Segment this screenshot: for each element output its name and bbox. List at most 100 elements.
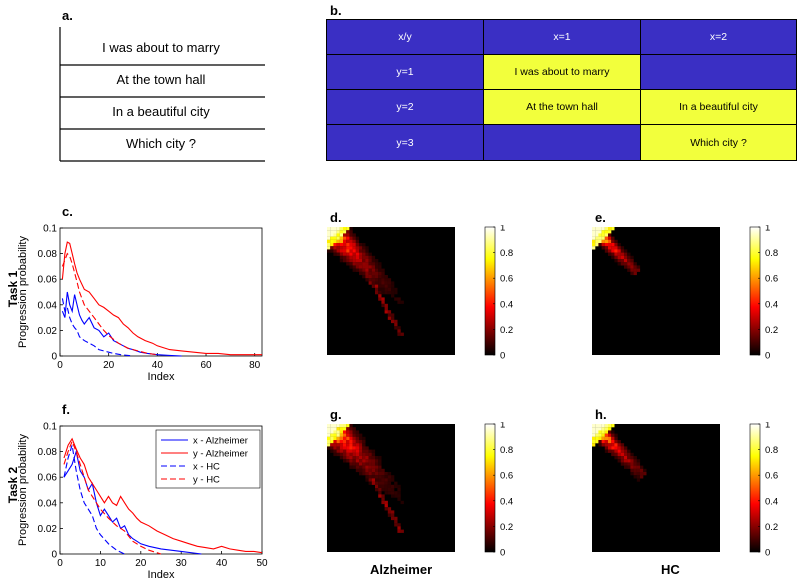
heatmap-cell (349, 233, 353, 237)
heatmap-cell (378, 284, 382, 288)
heatmap-cell (333, 243, 337, 247)
heatmap-cell (362, 449, 366, 453)
heatmap-cell (378, 294, 382, 298)
heatmap-cell (636, 475, 641, 479)
heatmap-cell (339, 239, 344, 244)
heatmap-cell (375, 481, 379, 485)
heatmap-cell (346, 452, 350, 457)
heatmap-cell (362, 255, 366, 260)
y-tick-label: 0.06 (38, 473, 58, 484)
heatmap-cell (627, 262, 631, 266)
heatmap-cell (381, 481, 385, 485)
heatmap-cell (624, 452, 628, 457)
heatmap-cell (352, 443, 356, 447)
heatmap-cell (630, 255, 634, 260)
heatmap-cells (592, 424, 647, 482)
heatmap-cell (375, 268, 379, 272)
heatmap-cell (355, 452, 360, 457)
heatmap-cell (339, 433, 344, 437)
heatmap-cell (349, 446, 353, 450)
heatmap-cell (371, 275, 376, 279)
heatmap-cell (384, 278, 388, 282)
heatmap-cell (346, 236, 350, 240)
heatmap-cell (346, 243, 350, 247)
x-tick-label: 40 (152, 360, 164, 371)
heatmap-cell (595, 236, 599, 240)
heatmap-cell (362, 268, 366, 272)
heatmap-cell (333, 433, 337, 437)
series-line-y-hc (61, 252, 158, 356)
heatmap-cell (614, 239, 618, 244)
heatmap-cell (378, 262, 382, 266)
heatmap-cell (378, 287, 382, 292)
heatmap-cell (349, 262, 353, 266)
heatmap-cell (592, 424, 596, 428)
heatmap-cell (362, 446, 366, 450)
heatmap-cell (365, 259, 369, 263)
heatmap-cell (339, 252, 344, 256)
panel-label-d: d. (330, 210, 342, 225)
heatmap-cell (375, 278, 379, 282)
colorbar-tick-label: 0 (765, 351, 770, 362)
heatmap-cell (387, 475, 392, 479)
heatmap-cell (349, 230, 353, 234)
colorbar (749, 226, 761, 356)
heatmap-cell (362, 271, 366, 276)
heatmap-cell (365, 462, 369, 466)
heatmap-cell (595, 430, 599, 434)
heatmap-cell (355, 456, 360, 460)
heatmap-cell (627, 462, 631, 466)
heatmap-cell (598, 433, 602, 437)
heatmap-cell (371, 449, 376, 453)
y-tick-label: 0.04 (38, 300, 58, 311)
heatmap-cell (352, 449, 356, 453)
x-tick-label: 0 (57, 360, 63, 371)
heatmap-cell (640, 468, 644, 473)
heatmap-cell (359, 262, 363, 266)
heatmap-cell (343, 424, 347, 428)
heatmap-cell (384, 500, 388, 505)
heatmap-cell (362, 436, 366, 441)
legend-entry: x - Alzheimer (193, 436, 248, 447)
heatmap-cell (355, 459, 360, 463)
plot-area (59, 227, 263, 357)
heatmap-cell (336, 239, 340, 244)
heatmap-cell (378, 297, 382, 301)
heatmap-cell (355, 249, 360, 253)
heatmap-cell (611, 236, 615, 240)
heatmap-cell (601, 440, 605, 444)
heatmap-cell (595, 440, 599, 444)
heatmap-cell (343, 436, 347, 441)
heatmap-cell (643, 468, 647, 473)
heatmap-cell (611, 239, 615, 244)
heatmap-cell (365, 456, 369, 460)
heatmap-cell (633, 456, 637, 460)
heatmap-cell (595, 427, 599, 431)
heatmap-cell (397, 491, 401, 495)
heatmap-cell (608, 249, 612, 253)
heatmap-cell (371, 478, 376, 482)
heatmap-cell (355, 265, 360, 269)
heatmap-cell (604, 436, 609, 441)
heatmap-cell (384, 484, 388, 489)
heatmap-cell (365, 275, 369, 279)
heatmap-cell (346, 443, 350, 447)
grid-table: x/y x=1 x=2 y=1 I was about to marry y=2… (326, 19, 797, 161)
heatmap-cell (617, 449, 621, 453)
heatmap-cell (368, 262, 372, 266)
heatmap-cell (362, 456, 366, 460)
heatmap-cell (397, 488, 401, 492)
heatmap-cell (636, 265, 641, 269)
heatmap-cell (362, 262, 366, 266)
heatmap-cell (352, 452, 356, 457)
heatmap-cell (604, 433, 609, 437)
heatmap-cell (601, 230, 605, 234)
heatmap-cell (391, 475, 395, 479)
heatmap-cell (346, 459, 350, 463)
heatmap-cell (362, 440, 366, 444)
heatmap-cell (339, 227, 344, 231)
heatmap-cell (359, 271, 363, 276)
heatmap-cell (620, 255, 625, 260)
heatmap-cell (355, 246, 360, 250)
heatmap-cell (604, 239, 609, 244)
